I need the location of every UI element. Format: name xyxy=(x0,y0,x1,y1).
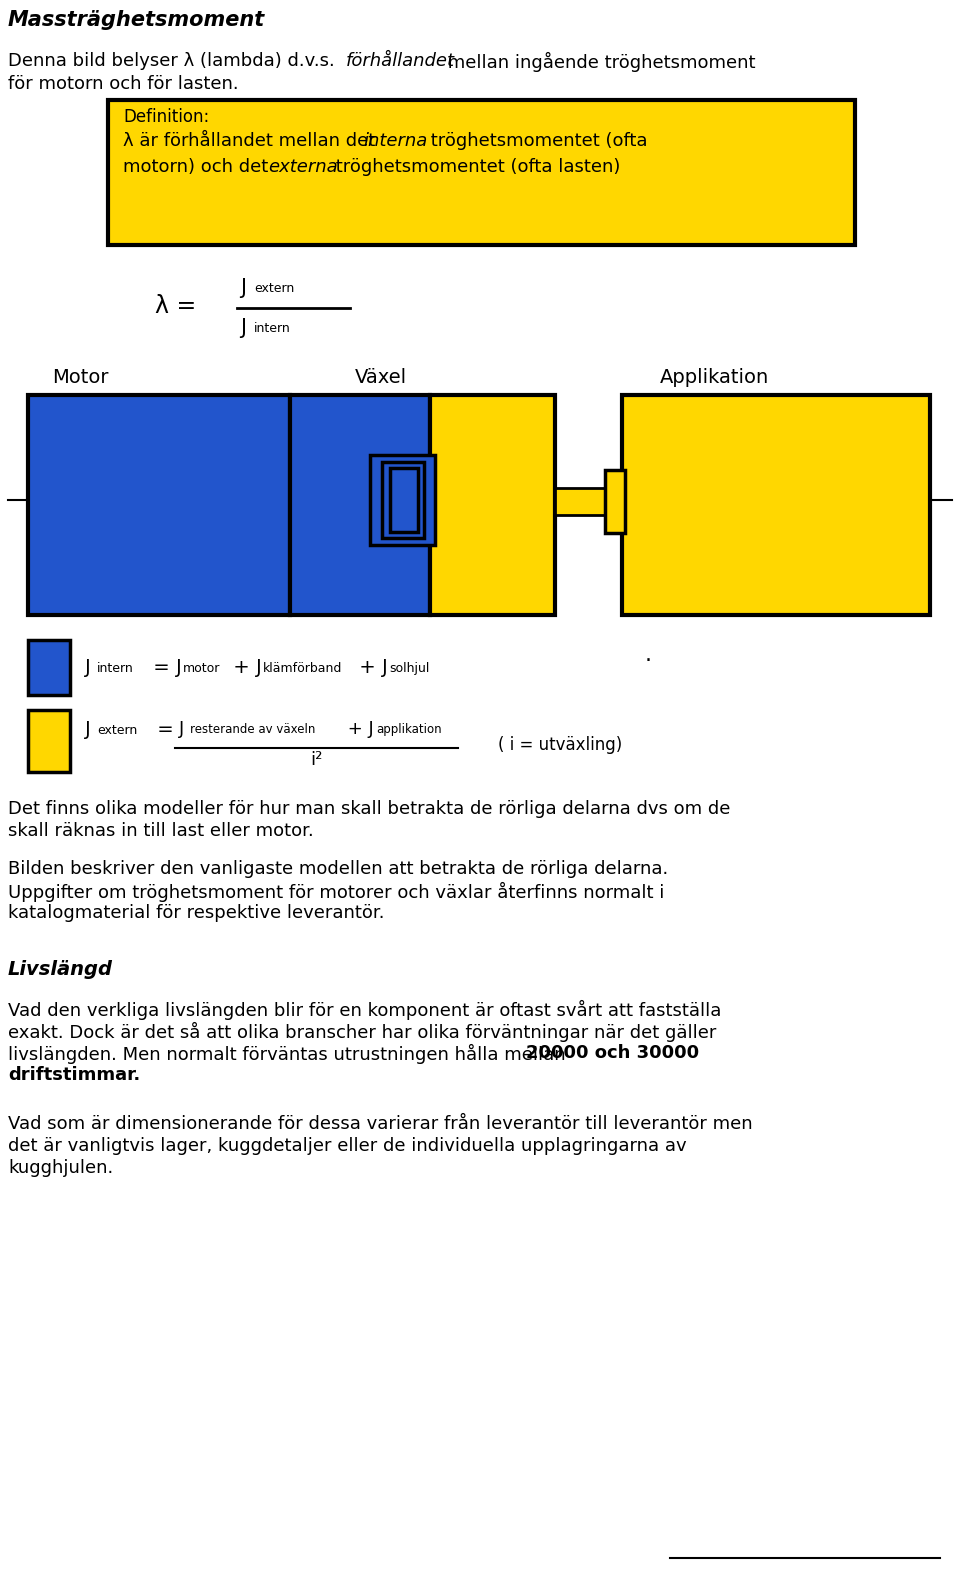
Text: motorn) och det: motorn) och det xyxy=(123,158,274,176)
Text: klämförband: klämförband xyxy=(263,662,343,676)
Text: Motor: Motor xyxy=(52,369,108,387)
Text: kugghjulen.: kugghjulen. xyxy=(8,1159,113,1177)
Bar xyxy=(28,639,70,695)
Bar xyxy=(382,461,424,539)
Text: J: J xyxy=(179,720,184,739)
Bar xyxy=(28,395,290,614)
Text: Bilden beskriver den vanligaste modellen att betrakta de rörliga delarna.: Bilden beskriver den vanligaste modellen… xyxy=(8,860,668,877)
Text: i²: i² xyxy=(310,751,323,769)
Bar xyxy=(108,99,855,246)
Text: .: . xyxy=(645,646,652,665)
Bar xyxy=(28,710,70,772)
Text: ( i = utväxling): ( i = utväxling) xyxy=(498,736,622,754)
Text: + J: + J xyxy=(353,658,388,677)
Text: applikation: applikation xyxy=(376,723,442,736)
Text: λ =: λ = xyxy=(155,295,196,318)
Text: skall räknas in till last eller motor.: skall räknas in till last eller motor. xyxy=(8,822,314,839)
Text: Denna bild belyser λ (lambda) d.v.s.: Denna bild belyser λ (lambda) d.v.s. xyxy=(8,52,341,69)
Text: =: = xyxy=(151,720,180,739)
Text: J: J xyxy=(240,318,246,339)
Text: interna: interna xyxy=(363,132,427,150)
Text: Massträghetsmoment: Massträghetsmoment xyxy=(8,9,265,30)
Text: Uppgifter om tröghetsmoment för motorer och växlar återfinns normalt i: Uppgifter om tröghetsmoment för motorer … xyxy=(8,882,664,902)
Text: J: J xyxy=(85,658,91,677)
Text: Det finns olika modeller för hur man skall betrakta de rörliga delarna dvs om de: Det finns olika modeller för hur man ska… xyxy=(8,800,731,817)
Bar xyxy=(622,395,930,614)
Text: resterande av växeln: resterande av växeln xyxy=(190,723,316,736)
Text: + J: + J xyxy=(342,720,373,739)
Text: mellan ingående tröghetsmoment: mellan ingående tröghetsmoment xyxy=(442,52,756,72)
Text: solhjul: solhjul xyxy=(389,662,429,676)
Bar xyxy=(430,395,555,614)
Text: exakt. Dock är det så att olika branscher har olika förväntningar när det gäller: exakt. Dock är det så att olika bransche… xyxy=(8,1022,716,1043)
Text: tröghetsmomentet (ofta: tröghetsmomentet (ofta xyxy=(425,132,647,150)
Text: extern: extern xyxy=(97,724,137,737)
Text: tröghetsmomentet (ofta lasten): tröghetsmomentet (ofta lasten) xyxy=(330,158,620,176)
Text: Definition:: Definition: xyxy=(123,109,209,126)
Bar xyxy=(555,488,615,515)
Bar xyxy=(390,468,418,532)
Text: J: J xyxy=(240,279,246,298)
Text: Växel: Växel xyxy=(355,369,407,387)
Bar xyxy=(290,395,430,614)
Text: intern: intern xyxy=(254,321,291,335)
Text: livslängden. Men normalt förväntas utrustningen hålla mellan: livslängden. Men normalt förväntas utrus… xyxy=(8,1044,571,1065)
Text: förhållandet: förhållandet xyxy=(346,52,455,69)
Text: = J: = J xyxy=(147,658,181,677)
Text: intern: intern xyxy=(97,662,133,676)
Text: Livslängd: Livslängd xyxy=(8,961,113,980)
Text: Vad den verkliga livslängden blir för en komponent är oftast svårt att fastställ: Vad den verkliga livslängden blir för en… xyxy=(8,1000,721,1021)
Text: katalogmaterial för respektive leverantör.: katalogmaterial för respektive leverantö… xyxy=(8,904,385,921)
Text: motor: motor xyxy=(183,662,221,676)
Text: för motorn och för lasten.: för motorn och för lasten. xyxy=(8,76,239,93)
Text: det är vanligtvis lager, kuggdetaljer eller de individuella upplagringarna av: det är vanligtvis lager, kuggdetaljer el… xyxy=(8,1137,686,1154)
Text: Vad som är dimensionerande för dessa varierar från leverantör till leverantör me: Vad som är dimensionerande för dessa var… xyxy=(8,1115,753,1132)
Text: extern: extern xyxy=(254,282,295,295)
Bar xyxy=(370,455,435,545)
Text: externa: externa xyxy=(268,158,338,176)
Text: J: J xyxy=(85,720,91,739)
Bar xyxy=(605,469,625,532)
Text: Applikation: Applikation xyxy=(660,369,769,387)
Text: + J: + J xyxy=(227,658,262,677)
Text: λ är förhållandet mellan det: λ är förhållandet mellan det xyxy=(123,132,381,150)
Text: driftstimmar.: driftstimmar. xyxy=(8,1066,140,1084)
Text: 20000 och 30000: 20000 och 30000 xyxy=(526,1044,699,1062)
